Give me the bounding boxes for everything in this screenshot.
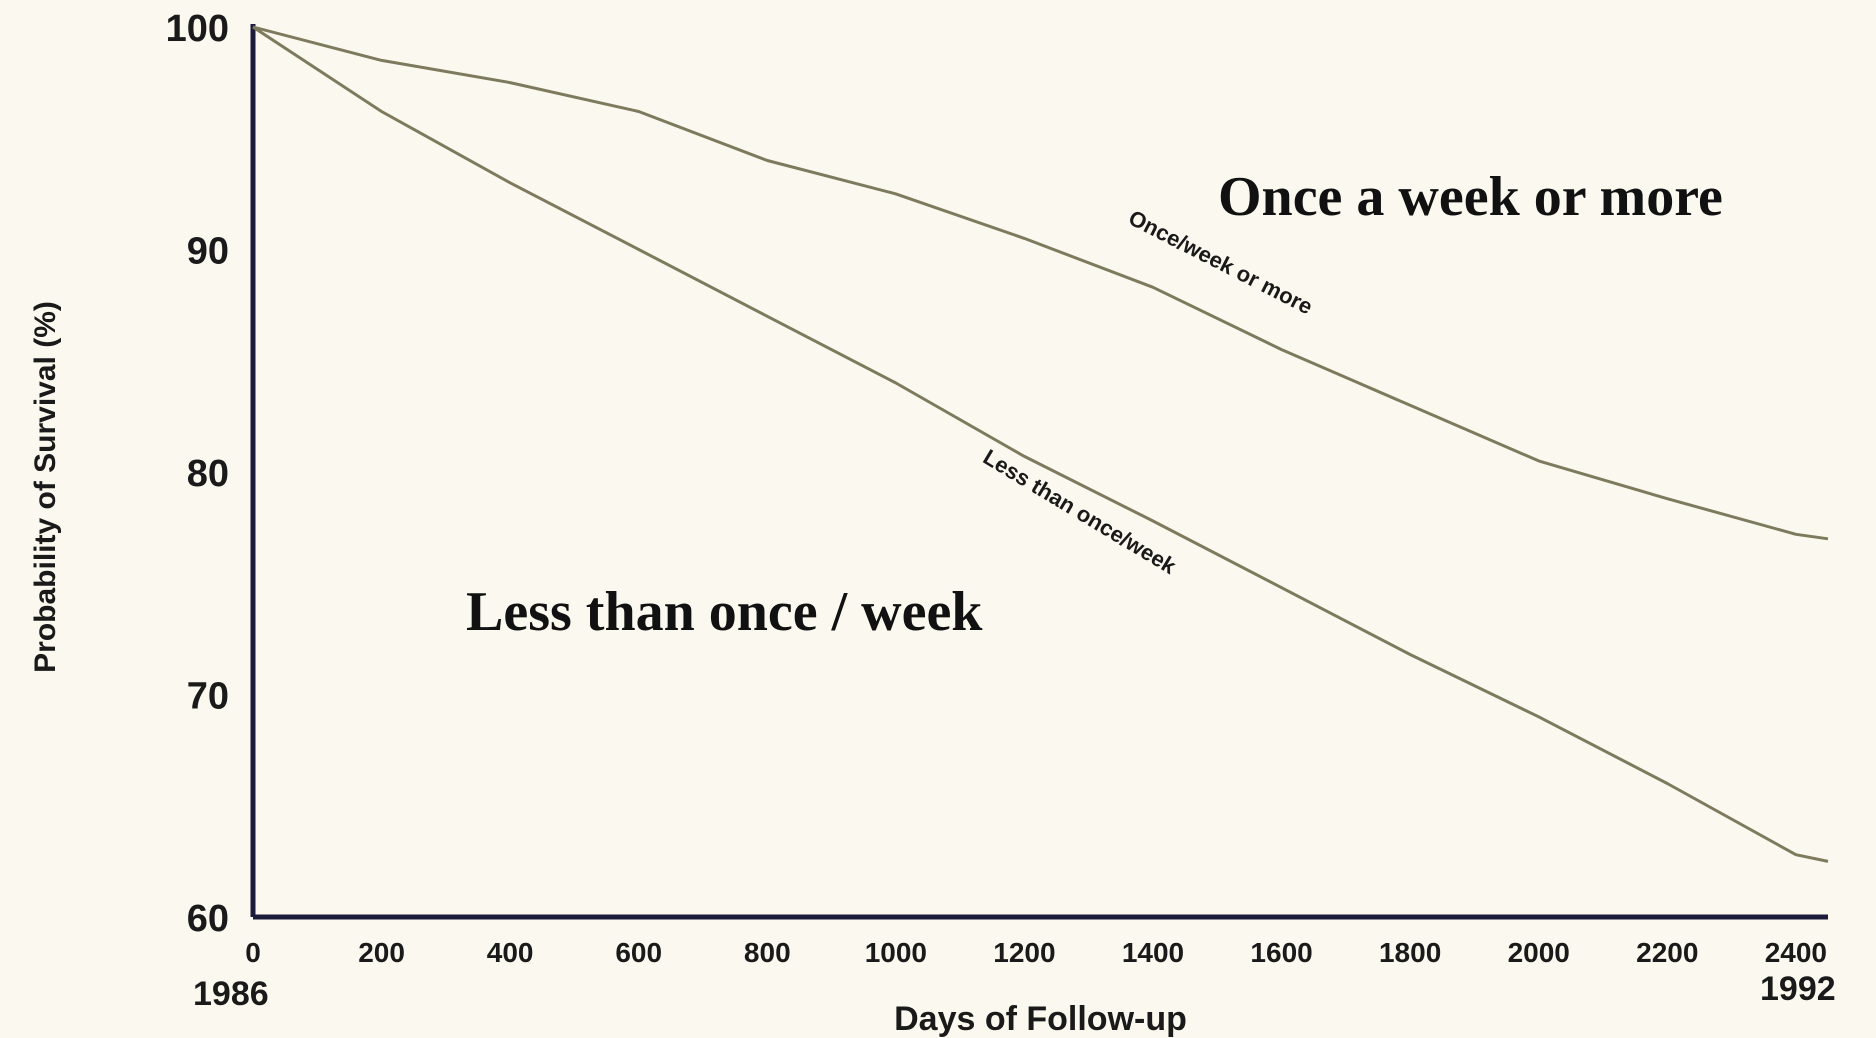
x-tick-label: 1800 bbox=[1379, 937, 1441, 968]
x-end-year-label: 1992 bbox=[1760, 970, 1836, 1008]
y-tick-label: 70 bbox=[187, 676, 229, 718]
upper-series-overlay-label: Once a week or more bbox=[1218, 166, 1723, 228]
y-tick-label: 80 bbox=[187, 453, 229, 495]
x-axis-title: Days of Follow-up bbox=[894, 1000, 1187, 1038]
x-tick-label: 400 bbox=[487, 937, 534, 968]
x-tick-label: 0 bbox=[245, 937, 261, 968]
x-tick-label: 1400 bbox=[1122, 937, 1184, 968]
x-tick-label: 2400 bbox=[1765, 937, 1827, 968]
x-tick-label: 200 bbox=[358, 937, 405, 968]
x-tick-label: 2200 bbox=[1636, 937, 1698, 968]
y-tick-label: 90 bbox=[187, 231, 229, 273]
x-tick-label: 2000 bbox=[1508, 937, 1570, 968]
y-tick-label: 100 bbox=[166, 8, 229, 50]
x-tick-label: 1600 bbox=[1250, 937, 1312, 968]
series-line-less-than-once-week bbox=[252, 25, 1829, 863]
y-tick-label: 60 bbox=[187, 898, 229, 940]
x-tick-label: 1200 bbox=[993, 937, 1055, 968]
x-tick-label: 800 bbox=[744, 937, 791, 968]
x-tick-label: 1000 bbox=[865, 937, 927, 968]
x-start-year-label: 1986 bbox=[193, 975, 269, 1013]
series-name-label-lower: Less than once/week bbox=[979, 444, 1181, 579]
lower-series-overlay-label: Less than once / week bbox=[466, 581, 983, 643]
y-axis-title: Probability of Survival (%) bbox=[29, 301, 62, 673]
x-tick-label: 600 bbox=[615, 937, 662, 968]
series-line-once-week-or-more bbox=[252, 25, 1829, 541]
